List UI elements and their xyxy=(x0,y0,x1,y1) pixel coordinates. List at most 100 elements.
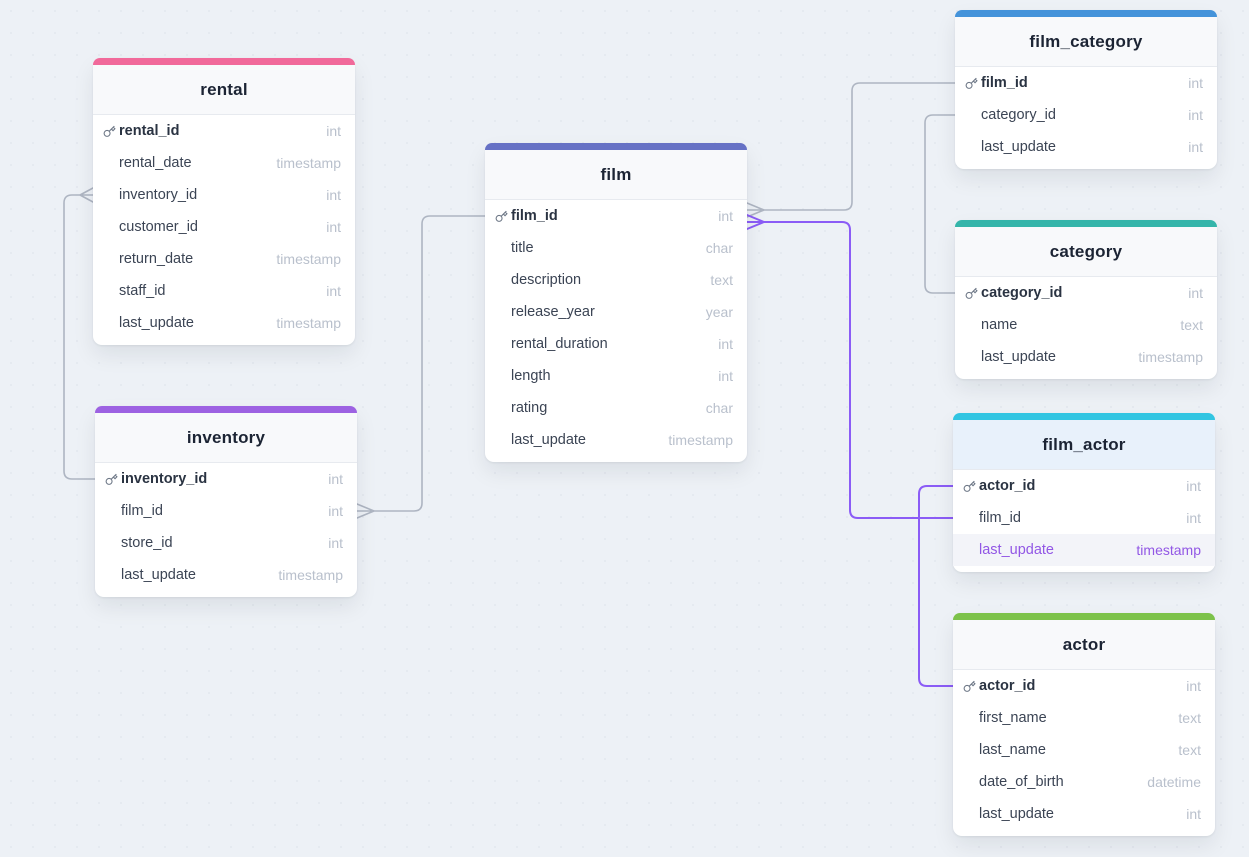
table-header-rental[interactable]: rental xyxy=(93,65,355,115)
table-actor[interactable]: actor actor_id int first_name text last_name t… xyxy=(953,613,1215,836)
field-name: staff_id xyxy=(119,283,166,299)
field-name: rental_duration xyxy=(511,336,608,352)
relationship-film-actor-actor[interactable] xyxy=(918,485,954,687)
field-name: last_update xyxy=(979,542,1054,558)
key-slot-empty xyxy=(103,316,119,330)
field-row-film-rating[interactable]: rating char xyxy=(485,392,747,424)
field-row-film-film_id[interactable]: film_id int xyxy=(485,200,747,232)
key-slot-empty xyxy=(495,273,511,287)
field-row-category-name[interactable]: name text xyxy=(955,309,1217,341)
field-row-rental-rental_date[interactable]: rental_date timestamp xyxy=(93,147,355,179)
field-type: int xyxy=(1186,510,1201,526)
field-type: year xyxy=(705,304,733,320)
key-slot-empty xyxy=(103,284,119,298)
field-row-inventory-last_update[interactable]: last_update timestamp xyxy=(95,559,357,591)
field-row-category-category_id[interactable]: category_id int xyxy=(955,277,1217,309)
field-name: store_id xyxy=(121,535,173,551)
table-header-film_category[interactable]: film_category xyxy=(955,17,1217,67)
field-row-rental-return_date[interactable]: return_date timestamp xyxy=(93,243,355,275)
field-type: int xyxy=(1186,478,1201,494)
field-row-film-rental_duration[interactable]: rental_duration int xyxy=(485,328,747,360)
table-category[interactable]: category category_id int name text last_updat… xyxy=(955,220,1217,379)
field-row-actor-date_of_birth[interactable]: date_of_birth datetime xyxy=(953,766,1215,798)
table-title: rental xyxy=(200,79,248,99)
field-row-inventory-store_id[interactable]: store_id int xyxy=(95,527,357,559)
field-row-film_actor-film_id[interactable]: film_id int xyxy=(953,502,1215,534)
field-row-rental-rental_id[interactable]: rental_id int xyxy=(93,115,355,147)
field-type: text xyxy=(1178,710,1201,726)
field-row-rental-staff_id[interactable]: staff_id int xyxy=(93,275,355,307)
table-header-film[interactable]: film xyxy=(485,150,747,200)
field-row-rental-customer_id[interactable]: customer_id int xyxy=(93,211,355,243)
field-row-film-release_year[interactable]: release_year year xyxy=(485,296,747,328)
relationship-film-film-actor[interactable] xyxy=(746,214,954,519)
key-slot-empty xyxy=(105,504,121,518)
table-header-inventory[interactable]: inventory xyxy=(95,413,357,463)
field-type: timestamp xyxy=(1136,542,1201,558)
field-row-inventory-film_id[interactable]: film_id int xyxy=(95,495,357,527)
key-slot-empty xyxy=(495,369,511,383)
relationship-film-film-category[interactable] xyxy=(746,82,956,218)
field-name: film_id xyxy=(979,510,1021,526)
field-row-actor-first_name[interactable]: first_name text xyxy=(953,702,1215,734)
field-name: film_id xyxy=(511,208,558,224)
key-slot-empty xyxy=(495,433,511,447)
key-slot-empty xyxy=(105,568,121,582)
table-accent-bar xyxy=(93,58,355,65)
key-slot-empty xyxy=(495,305,511,319)
field-type: int xyxy=(1188,75,1203,91)
field-row-film_category-category_id[interactable]: category_id int xyxy=(955,99,1217,131)
key-slot-empty xyxy=(963,775,979,789)
table-rental[interactable]: rental rental_id int rental_date timestamp in… xyxy=(93,58,355,345)
field-row-film_category-film_id[interactable]: film_id int xyxy=(955,67,1217,99)
key-slot-empty xyxy=(963,807,979,821)
field-row-rental-inventory_id[interactable]: inventory_id int xyxy=(93,179,355,211)
relationship-film-category-category[interactable] xyxy=(924,114,956,294)
key-slot-empty xyxy=(105,536,121,550)
field-type: datetime xyxy=(1147,774,1201,790)
field-name: last_name xyxy=(979,742,1046,758)
field-row-film_category-last_update[interactable]: last_update int xyxy=(955,131,1217,163)
field-name: last_update xyxy=(119,315,194,331)
field-type: timestamp xyxy=(278,567,343,583)
table-title: actor xyxy=(1062,634,1106,654)
table-accent-bar xyxy=(955,220,1217,227)
key-slot-empty xyxy=(965,140,981,154)
table-film_actor[interactable]: film_actor actor_id int film_id int last_upda… xyxy=(953,413,1215,572)
field-row-film-last_update[interactable]: last_update timestamp xyxy=(485,424,747,456)
field-row-actor-actor_id[interactable]: actor_id int xyxy=(953,670,1215,702)
table-accent-bar xyxy=(953,613,1215,620)
table-header-category[interactable]: category xyxy=(955,227,1217,277)
table-film_category[interactable]: film_category film_id int category_id int las… xyxy=(955,10,1217,169)
field-type: int xyxy=(328,503,343,519)
relationship-rental-inventory[interactable] xyxy=(63,187,96,480)
field-row-film_actor-last_update[interactable]: last_update timestamp xyxy=(953,534,1215,566)
field-row-actor-last_update[interactable]: last_update int xyxy=(953,798,1215,830)
field-type: text xyxy=(710,272,733,288)
field-name: rental_date xyxy=(119,155,192,171)
field-row-film-description[interactable]: description text xyxy=(485,264,747,296)
field-name: last_update xyxy=(981,349,1056,365)
field-type: int xyxy=(1186,678,1201,694)
field-row-actor-last_name[interactable]: last_name text xyxy=(953,734,1215,766)
field-type: int xyxy=(326,123,341,139)
field-name: rating xyxy=(511,400,548,416)
field-name: last_update xyxy=(121,567,196,583)
field-row-rental-last_update[interactable]: last_update timestamp xyxy=(93,307,355,339)
relationship-inventory-film[interactable] xyxy=(356,215,486,519)
field-row-film_actor-actor_id[interactable]: actor_id int xyxy=(953,470,1215,502)
field-row-category-last_update[interactable]: last_update timestamp xyxy=(955,341,1217,373)
table-header-actor[interactable]: actor xyxy=(953,620,1215,670)
field-row-film-length[interactable]: length int xyxy=(485,360,747,392)
field-type: char xyxy=(705,400,733,416)
field-name: inventory_id xyxy=(121,471,208,487)
table-inventory[interactable]: inventory inventory_id int film_id int store_… xyxy=(95,406,357,597)
table-title: film xyxy=(600,164,632,184)
primary-key-icon xyxy=(495,209,511,223)
table-film[interactable]: film film_id int title char description text re… xyxy=(485,143,747,462)
table-header-film_actor[interactable]: film_actor xyxy=(953,420,1215,470)
primary-key-icon xyxy=(963,679,979,693)
field-row-film-title[interactable]: title char xyxy=(485,232,747,264)
field-row-inventory-inventory_id[interactable]: inventory_id int xyxy=(95,463,357,495)
